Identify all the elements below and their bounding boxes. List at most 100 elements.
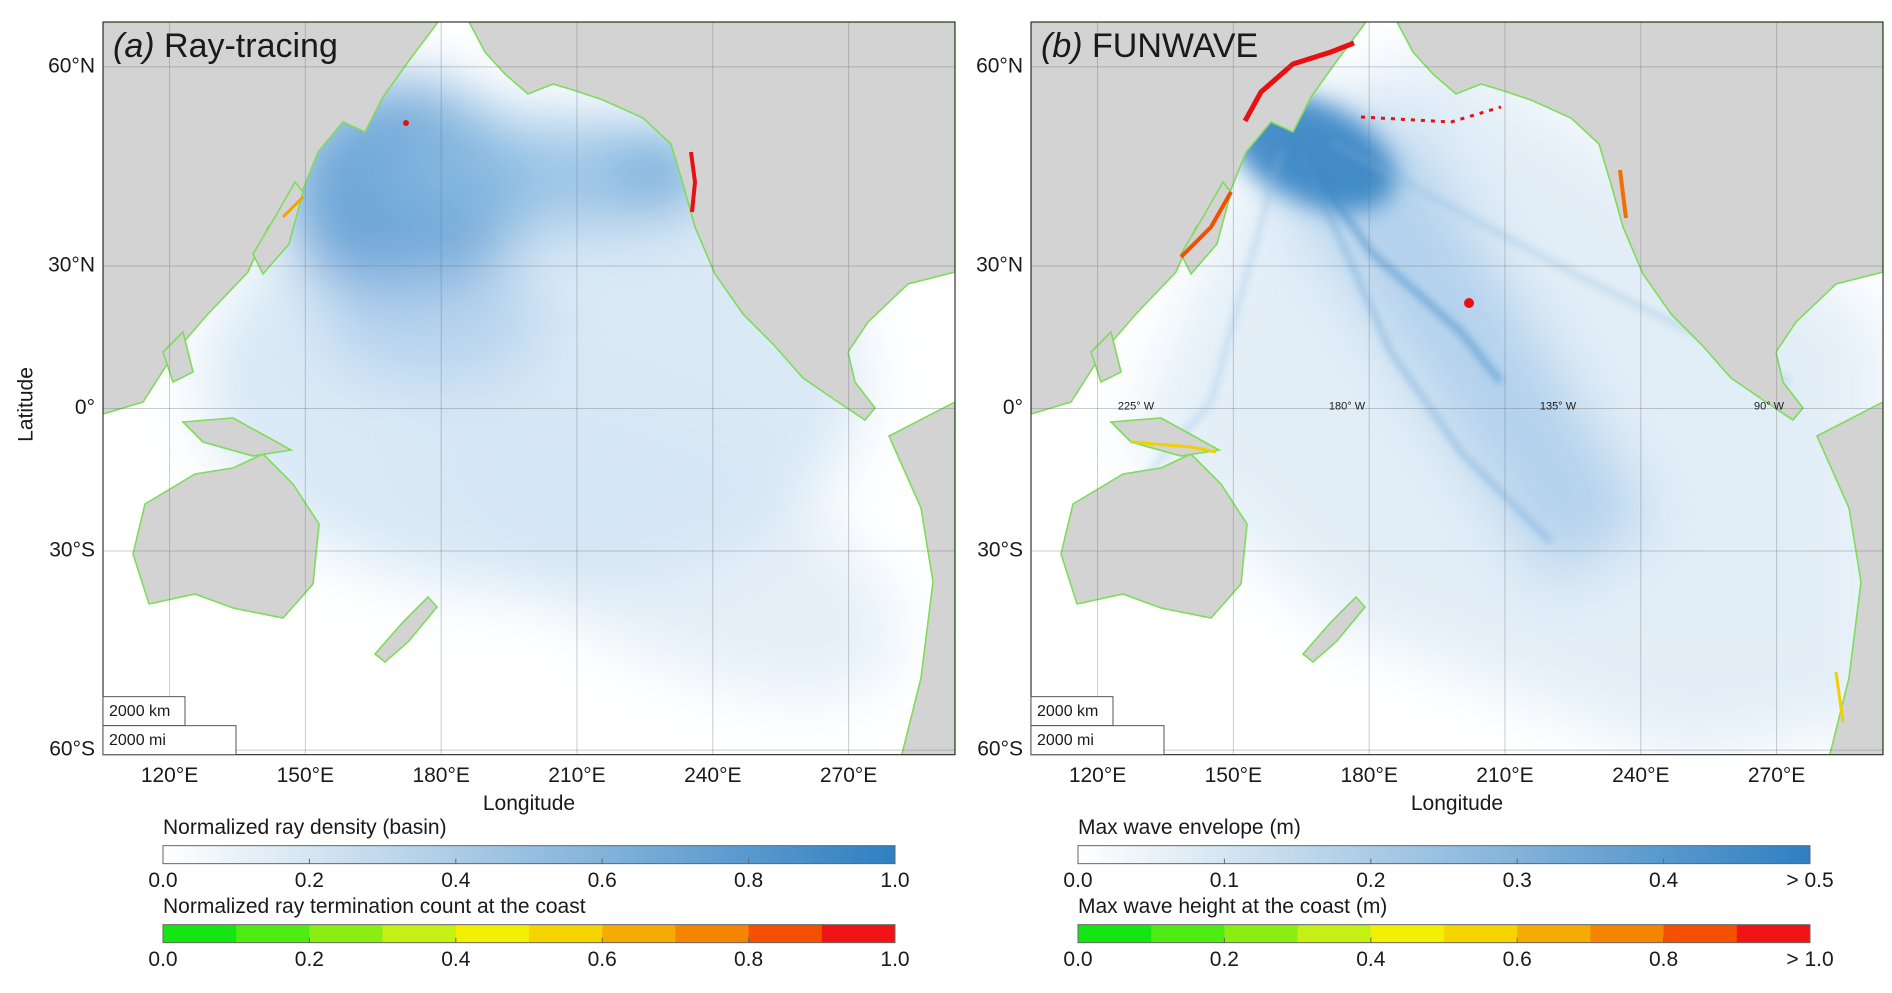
- y-tick-label: 60°N: [48, 54, 95, 77]
- colorbar-title: Normalized ray density (basin): [163, 816, 447, 839]
- scale-box: [1030, 725, 1165, 756]
- colorbar-tick-label: 0.0: [148, 869, 177, 892]
- colorbar-step: [309, 924, 384, 943]
- colorbar-step: [1370, 924, 1445, 943]
- coast-hit: [1618, 169, 1628, 219]
- colorbar-title: Max wave envelope (m): [1078, 816, 1301, 839]
- y-tick-label: 0°: [1003, 396, 1023, 419]
- colorbar-step: [455, 924, 530, 943]
- x-tick-label: 180°E: [1340, 764, 1397, 787]
- colorbar-tick-label: 0.2: [1210, 948, 1239, 971]
- scale-box: [102, 725, 237, 756]
- colorbar-step: [1078, 924, 1152, 943]
- coast-hit: [1179, 191, 1233, 259]
- x-tick-label: 210°E: [548, 764, 605, 787]
- coast-hit: [1360, 105, 1502, 124]
- panel-title: Ray-tracing: [164, 27, 338, 65]
- colorbar-tick-label: 0.8: [734, 869, 763, 892]
- y-tick-label: 60°S: [49, 738, 95, 761]
- colorbar-tick-label: 0.8: [1649, 948, 1678, 971]
- colorbar-step: [236, 924, 310, 943]
- x-tick-label: 180°E: [412, 764, 469, 787]
- colorbar-step: [1663, 924, 1738, 943]
- scale-km: 2000 km: [109, 703, 170, 720]
- y-tick-label: 30°N: [976, 254, 1023, 277]
- colorbar-tick-label: 0.2: [295, 948, 324, 971]
- colorbar-tick-label: > 0.5: [1786, 869, 1833, 892]
- scale-bar: 2000 km 2000 mi: [1030, 696, 1165, 756]
- colorbar-tick-label: 0.2: [1356, 869, 1385, 892]
- colorbar-step: [1517, 924, 1591, 943]
- inner-lon-label: 225° W: [1118, 400, 1155, 412]
- x-tick-label: 120°E: [1069, 764, 1126, 787]
- colorbar-step: [602, 924, 676, 943]
- colorbar-tick-label: 0.0: [1063, 869, 1092, 892]
- inner-lon-label: 90° W: [1754, 400, 1785, 412]
- map-b: [1031, 22, 1883, 755]
- colorbar-tick-label: 0.6: [588, 948, 617, 971]
- colorbar-tick-label: 0.6: [1503, 948, 1532, 971]
- y-tick-label: 30°N: [48, 254, 95, 277]
- colorbar: [163, 845, 895, 864]
- panel-b: (b) FUNWAVE 120°E 150°E 180°E 210°E 240°E 270…: [976, 21, 1884, 971]
- x-tick-label: 240°E: [684, 764, 741, 787]
- panel-a: (a) Ray-tracing 120°E 150°E 180°E 210°E 240°…: [15, 21, 956, 971]
- colorbar-tick-label: 0.0: [148, 948, 177, 971]
- x-axis-label: Longitude: [1411, 792, 1503, 815]
- colorbar-step: [821, 924, 896, 943]
- colorbar-tick-label: 0.3: [1503, 869, 1532, 892]
- colorbar-step: [382, 924, 457, 943]
- colorbar-tick-label: 0.4: [1356, 948, 1386, 971]
- colorbar-tick-label: 0.4: [441, 869, 471, 892]
- panel-label: (a) Ray-tracing: [113, 27, 338, 65]
- coast-hit: [1834, 671, 1845, 723]
- colorbar-step: [1590, 924, 1665, 943]
- colorbar-tick-label: 1.0: [880, 869, 909, 892]
- colorbar-step: [529, 924, 603, 943]
- coast-hit: [281, 195, 305, 219]
- colorbar-step: [1444, 924, 1518, 943]
- scale-mi: 2000 mi: [1037, 732, 1094, 749]
- colorbar-tick-label: 0.4: [441, 948, 471, 971]
- x-tick-label: 150°E: [1205, 764, 1262, 787]
- colorbar-frame: [1077, 845, 1811, 865]
- colorbar-step: [1297, 924, 1372, 943]
- colorbar-tick-label: 0.0: [1063, 948, 1092, 971]
- colorbar-tick-label: 0.4: [1649, 869, 1679, 892]
- colorbar-tick-label: 0.8: [734, 948, 763, 971]
- colorbar-tick-label: 1.0: [880, 948, 909, 971]
- inner-lon-label: 180° W: [1329, 400, 1366, 412]
- colorbar-frame: [162, 924, 896, 944]
- y-tick-label: 60°N: [976, 54, 1023, 77]
- coast-hit: [1242, 40, 1355, 123]
- coast-hit: [1464, 298, 1474, 308]
- panel-letter: (b): [1041, 27, 1083, 65]
- scale-box: [102, 696, 186, 727]
- colorbar-step: [748, 924, 823, 943]
- colorbar-frame: [162, 845, 896, 865]
- y-tick-label: 30°S: [49, 539, 95, 562]
- y-tick-label: 60°S: [977, 738, 1023, 761]
- colorbar-step: [675, 924, 750, 943]
- x-tick-label: 240°E: [1612, 764, 1669, 787]
- map-a: [103, 22, 955, 755]
- x-tick-label: 270°E: [820, 764, 877, 787]
- frame: [1030, 21, 1884, 756]
- colorbar-tick-label: 0.1: [1210, 869, 1239, 892]
- colorbar-title: Normalized ray termination count at the …: [163, 895, 586, 918]
- colorbar-frame: [1077, 924, 1811, 944]
- colorbar-tick-label: 0.6: [588, 869, 617, 892]
- y-axis-label: Latitude: [15, 367, 38, 442]
- panel-title: FUNWAVE: [1092, 27, 1258, 65]
- colorbar-step: [1736, 924, 1811, 943]
- coast-hit: [403, 120, 409, 126]
- panel-letter: (a): [113, 27, 155, 65]
- x-tick-label: 120°E: [141, 764, 198, 787]
- scale-mi: 2000 mi: [109, 732, 166, 749]
- scale-bar: 2000 km 2000 mi: [102, 696, 237, 756]
- scale-box: [1030, 696, 1114, 727]
- colorbar-step: [163, 924, 237, 943]
- inner-lon-label: 135° W: [1540, 400, 1577, 412]
- coast-hit: [1130, 440, 1217, 454]
